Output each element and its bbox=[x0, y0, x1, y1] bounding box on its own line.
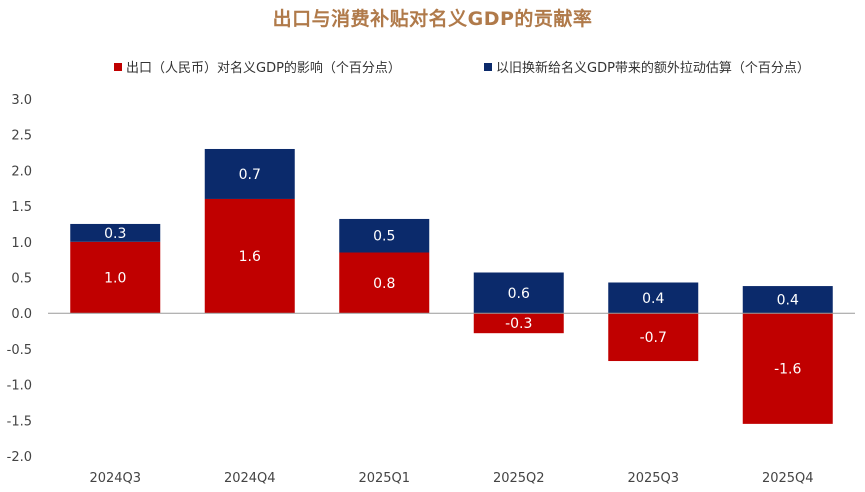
y-tick-label: -1.5 bbox=[7, 414, 32, 429]
data-label: 0.6 bbox=[508, 286, 530, 302]
bar-export bbox=[473, 313, 564, 334]
y-tick-label: -1.0 bbox=[7, 379, 32, 394]
bar-trade-in bbox=[742, 286, 833, 314]
y-tick-label: 2.5 bbox=[11, 129, 32, 144]
x-tick-label: 2025Q4 bbox=[762, 471, 814, 486]
data-label: 1.6 bbox=[239, 249, 261, 265]
x-tick-label: 2024Q4 bbox=[224, 471, 276, 486]
legend: 出口（人民币）对名义GDP的影响（个百分点） 以旧换新给名义GDP带来的额外拉动… bbox=[114, 60, 810, 76]
bars: 1.0 0.3 1.6 0.7 0.8 0.5 -0.3 0.6 -0.7 0.4 -1.6 0.4 bbox=[70, 148, 833, 424]
x-tick-label: 2024Q3 bbox=[89, 471, 141, 486]
legend-swatch-trade-in bbox=[484, 63, 492, 71]
legend-label-export: 出口（人民币）对名义GDP的影响（个百分点） bbox=[126, 60, 401, 76]
y-axis: 3.0 2.5 2.0 1.5 1.0 0.5 0.0 -0.5 -1.0 -1.5 -2.0 bbox=[7, 93, 32, 465]
legend-swatch-export bbox=[114, 63, 122, 71]
data-label: -0.7 bbox=[640, 330, 667, 346]
x-tick-label: 2025Q1 bbox=[358, 471, 410, 486]
bar-export bbox=[339, 252, 430, 314]
data-label: 0.4 bbox=[777, 293, 799, 309]
bar-export bbox=[608, 313, 699, 362]
y-tick-label: 1.0 bbox=[11, 236, 32, 251]
bar-trade-in bbox=[70, 223, 161, 242]
data-label: -1.6 bbox=[774, 362, 801, 378]
y-tick-label: -0.5 bbox=[7, 343, 32, 358]
y-tick-label: 2.0 bbox=[11, 164, 32, 179]
data-label: 0.3 bbox=[104, 226, 126, 242]
x-axis: 2024Q3 2024Q4 2025Q1 2025Q2 2025Q3 2025Q4 bbox=[48, 312, 855, 486]
bar-export bbox=[70, 241, 161, 314]
legend-label-trade-in: 以旧换新给名义GDP带来的额外拉动估算（个百分点） bbox=[496, 60, 810, 76]
y-tick-label: -2.0 bbox=[7, 450, 32, 465]
y-tick-label: 3.0 bbox=[11, 93, 32, 108]
bar-export bbox=[742, 313, 833, 424]
chart-title: 出口与消费补贴对名义GDP的贡献率 bbox=[272, 8, 593, 30]
data-label: 0.4 bbox=[642, 291, 664, 307]
bar-trade-in bbox=[204, 148, 295, 199]
data-label: 0.8 bbox=[373, 276, 395, 292]
bar-trade-in bbox=[473, 272, 564, 314]
bar-trade-in bbox=[339, 218, 430, 253]
y-tick-label: 0.0 bbox=[11, 307, 32, 322]
data-label: -0.3 bbox=[505, 316, 532, 332]
x-tick-label: 2025Q2 bbox=[493, 471, 545, 486]
data-label: 0.7 bbox=[239, 167, 261, 183]
x-tick-label: 2025Q3 bbox=[627, 471, 679, 486]
y-tick-label: 0.5 bbox=[11, 272, 32, 287]
data-label: 0.5 bbox=[373, 229, 395, 245]
y-tick-label: 1.5 bbox=[11, 200, 32, 215]
data-label: 1.0 bbox=[104, 271, 126, 287]
bar-export bbox=[204, 198, 295, 314]
bar-trade-in bbox=[608, 282, 699, 314]
